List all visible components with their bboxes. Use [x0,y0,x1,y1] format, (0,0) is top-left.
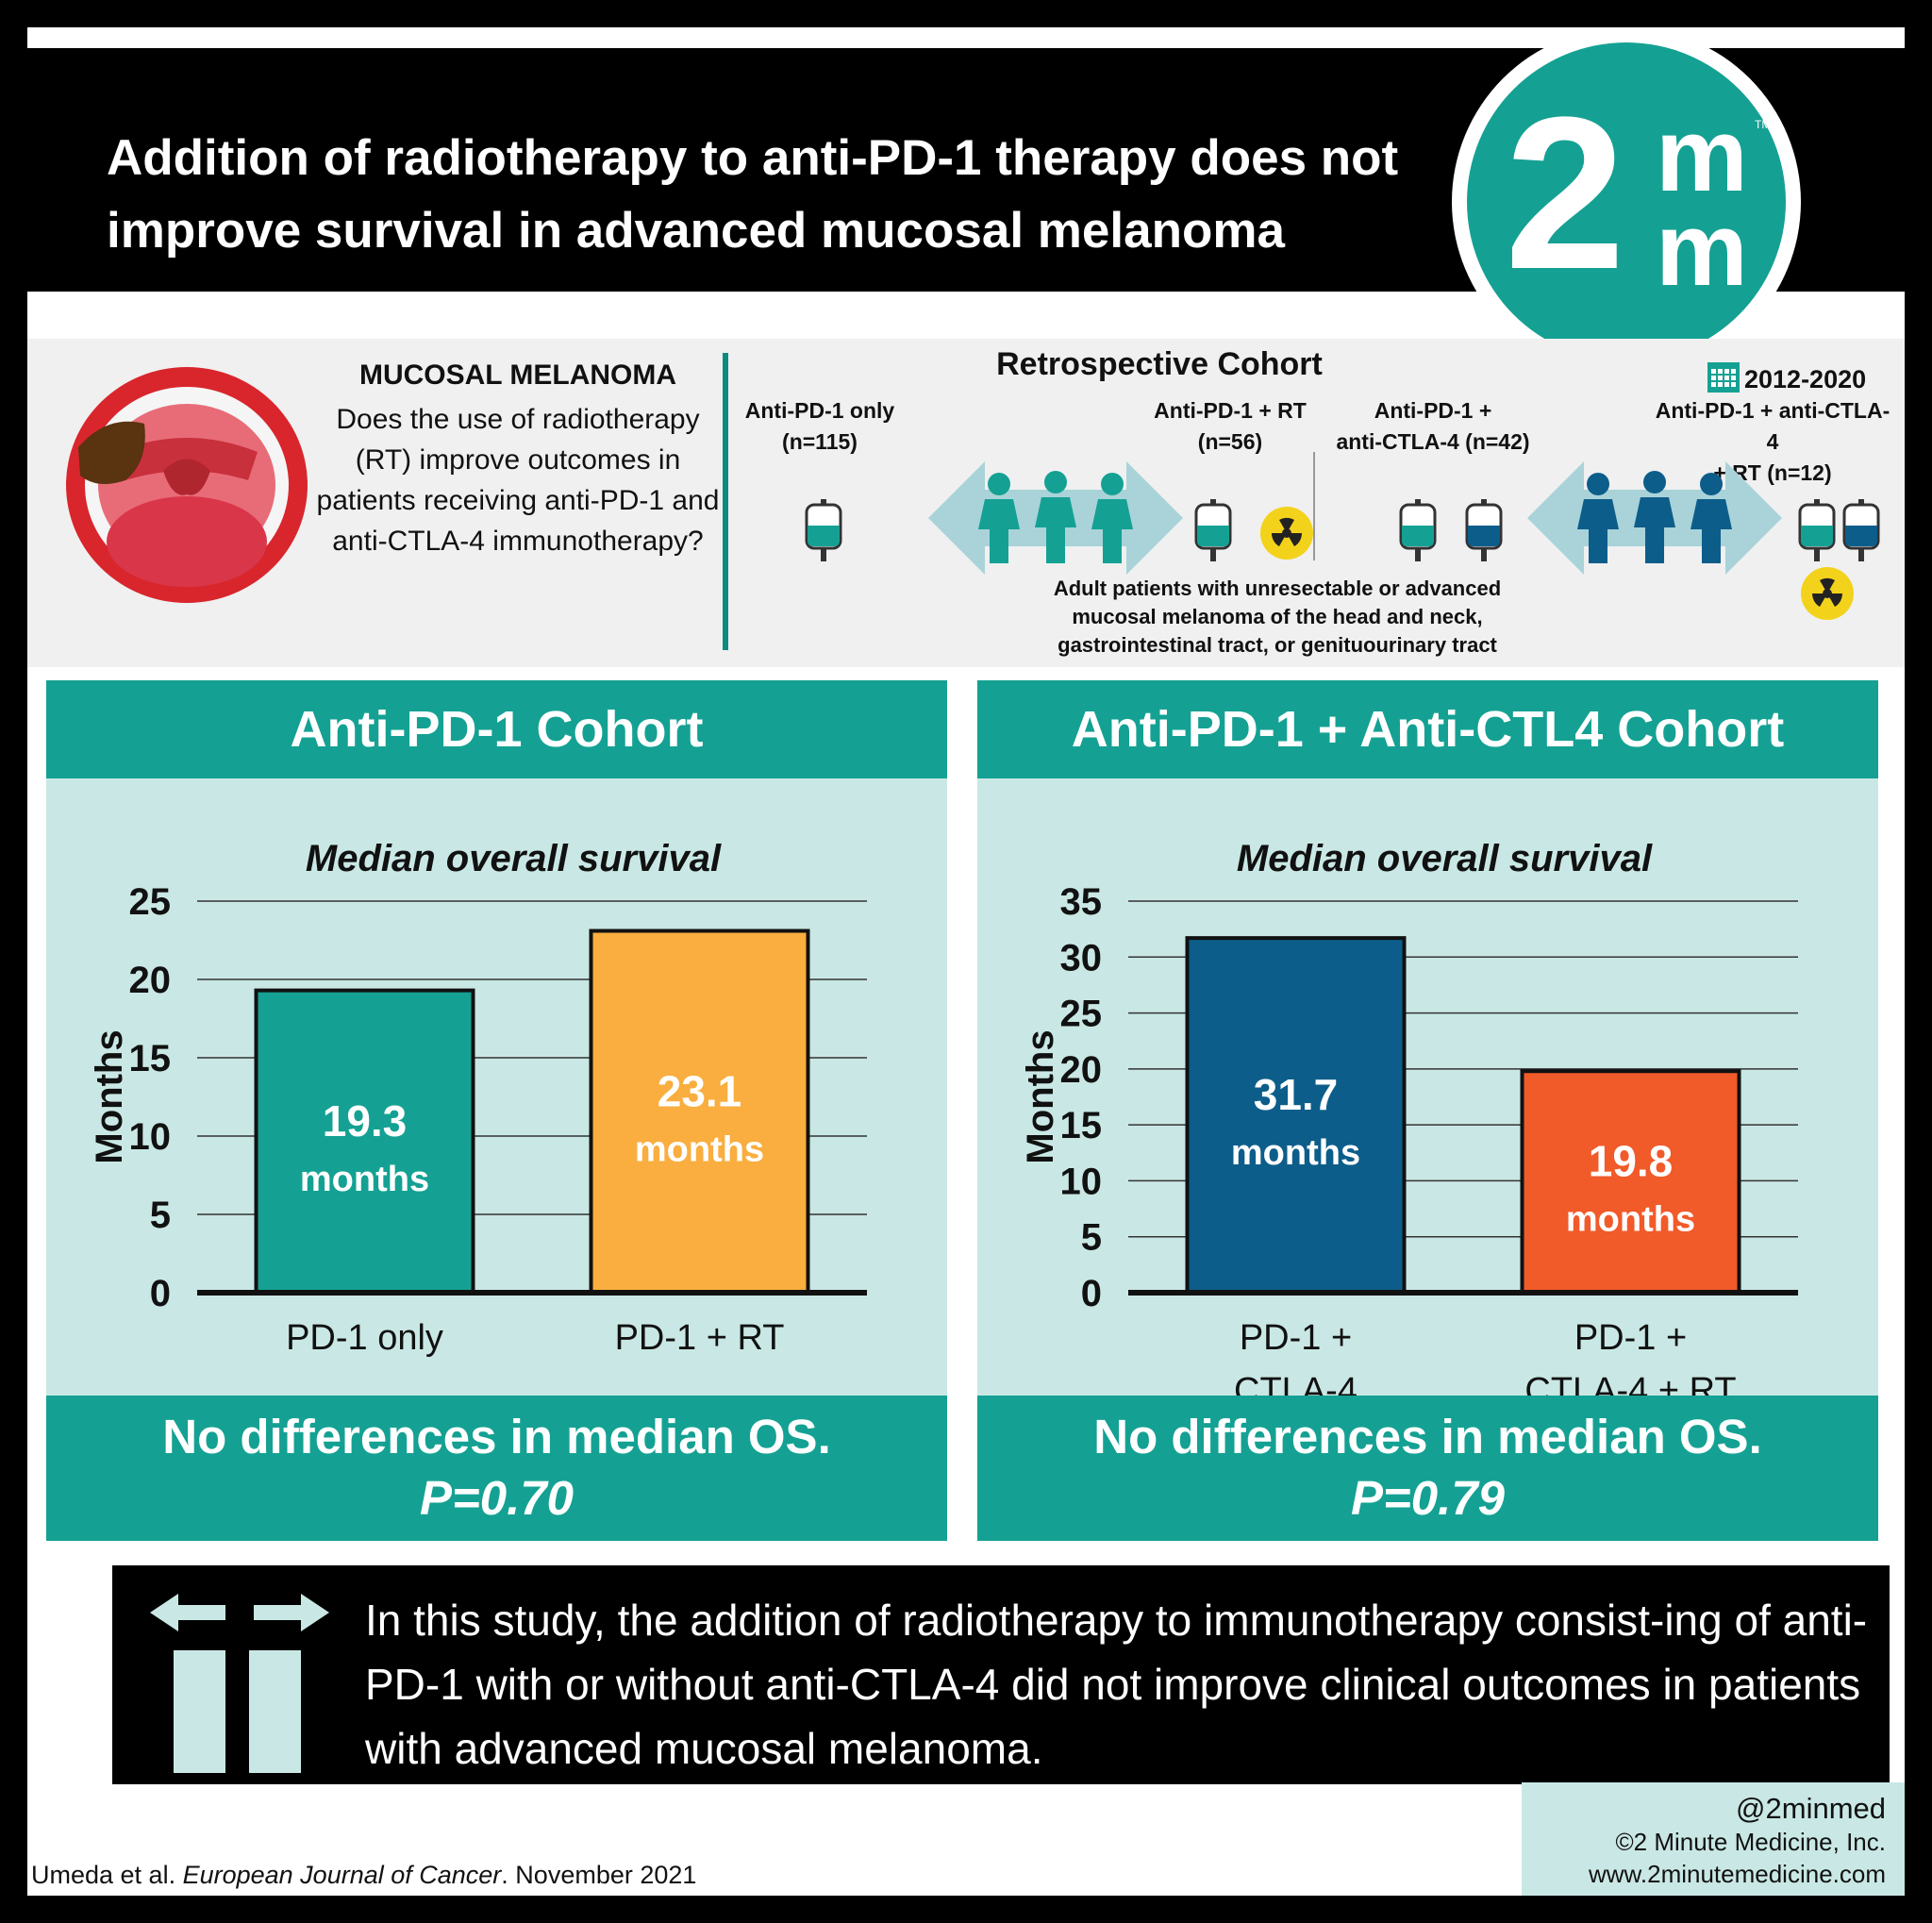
iv-bag-icon [1842,499,1880,561]
vertical-divider [723,353,728,650]
copyright: ©2 Minute Medicine, Inc. [1615,1828,1886,1856]
y-tick-label: 20 [1060,1049,1103,1091]
mouth-icon [66,367,308,603]
x-tick-label: CTLA-4 + RT [1524,1371,1736,1396]
panel-anti-pd1-ctla4: Anti-PD-1 + Anti-CTL4 Cohort Median over… [977,680,1878,1541]
p-value: P=0.79 [1350,1471,1506,1525]
y-tick-label: 20 [129,960,172,1001]
citation-journal: European Journal of Cancer [182,1861,502,1889]
x-tick-label: PD-1 + [1240,1318,1352,1358]
arm-label-line: Anti-PD-1 only [744,398,895,423]
section-title: MUCOSAL MELANOMA [358,360,677,391]
iv-bag-icon [1465,499,1503,561]
social-handle: @2minmed [1736,1792,1886,1825]
study-years: 2012-2020 [1744,365,1867,393]
p-value: P=0.70 [419,1471,575,1525]
page-title: Addition of radiotherapy to anti-PD-1 th… [107,130,1399,259]
data-label-unit: months [635,1129,764,1169]
arm-label-pd1-rt: Anti-PD-1 + RT (n=56) [1122,395,1339,458]
y-axis-label: Months [1020,1029,1061,1163]
research-question: Does the use of radiotherapy (RT) improv… [316,404,720,557]
y-tick-label: 30 [1060,937,1103,978]
chart-title: Median overall survival [306,838,722,879]
result-text: No differences in median OS. [1093,1410,1762,1463]
cohort-divider [1313,452,1315,560]
x-tick-label: CTLA-4 [1234,1371,1357,1396]
bar [1520,1069,1741,1295]
panel-title: Anti-PD-1 + Anti-CTL4 Cohort [977,680,1878,778]
y-tick-label: 25 [129,881,172,923]
y-tick-label: 25 [1060,994,1103,1035]
x-tick-label: PD-1 only [286,1318,443,1358]
patients-group-icon [1577,471,1732,563]
iv-bag-icon [1399,499,1437,561]
arm-label-line: Anti-PD-1 + anti-CTLA-4 [1655,398,1890,454]
data-label-unit: months [1566,1200,1695,1240]
cohort-title: Retrospective Cohort [996,346,1323,382]
y-tick-label: 15 [129,1038,172,1079]
calendar-icon [1707,362,1740,393]
iv-bag-icon [1798,499,1836,561]
chart-title: Median overall survival [1237,838,1653,879]
data-label-unit: months [300,1160,429,1199]
logo-trademark: TM [1755,118,1772,131]
arm-label-line: Anti-PD-1 + RT [1154,398,1307,423]
bar [1185,936,1407,1295]
arm-label-line: (n=115) [782,429,858,454]
y-tick-label: 5 [150,1195,171,1236]
citation: Umeda et al. European Journal of Cancer.… [31,1861,696,1890]
logo-digit: 2 [1505,72,1625,314]
conclusion-bar: In this study, the addition of radiother… [112,1565,1890,1784]
y-axis-label: Months [89,1029,130,1163]
iv-bag-icon [1194,499,1232,561]
y-tick-label: 0 [1081,1273,1102,1314]
infographic: Addition of radiotherapy to anti-PD-1 th… [27,27,1905,1896]
arm-label-line: (n=56) [1197,429,1263,454]
y-tick-label: 15 [1060,1105,1103,1146]
y-tick-label: 10 [129,1116,172,1158]
panel-title: Anti-PD-1 Cohort [46,680,947,778]
panel-footer: No differences in median OS. P=0.70 [46,1396,947,1541]
y-tick-label: 5 [1081,1217,1102,1259]
data-label: 23.1 [658,1066,742,1115]
bar [589,928,810,1295]
radiation-icon [1801,567,1854,620]
data-label: 19.3 [323,1096,408,1145]
logo-circle: 2 m m TM [1467,42,1786,361]
survival-bar-chart: Median overall survival 0 5 10 15 20 25 30 35 Mon… [1020,838,1798,1396]
arm-label-pd1-ctla4: Anti-PD-1 + anti-CTLA-4 (n=42) [1320,395,1546,458]
website-link[interactable]: www.2minutemedicine.com [1588,1860,1886,1888]
radiation-icon [1260,507,1313,560]
logo-letter-bottom: m [1656,192,1748,308]
x-tick-label: PD-1 + RT [615,1318,785,1358]
panel-anti-pd1: Anti-PD-1 Cohort Median overall survival… [46,680,947,1541]
result-text: No differences in median OS. [162,1410,831,1463]
credit-box: @2minmed ©2 Minute Medicine, Inc. www.2m… [1522,1782,1905,1896]
equal-arrows-icon [150,1594,329,1773]
intro-band: MUCOSAL MELANOMA Does the use of radioth… [27,339,1905,667]
x-tick-label: PD-1 + [1574,1318,1687,1358]
y-tick-label: 10 [1060,1161,1103,1202]
citation-authors: Umeda et al. [31,1861,183,1889]
data-label: 31.7 [1254,1070,1339,1119]
iv-bag-icon [805,499,842,561]
population-description: Adult patients with unresectable or adva… [1053,577,1502,657]
y-tick-label: 0 [150,1273,171,1314]
patients-group-icon [978,471,1133,563]
conclusion-text: In this study, the addition of radiother… [365,1596,1868,1773]
arm-label-line: anti-CTLA-4 (n=42) [1336,429,1530,454]
panel-footer: No differences in median OS. P=0.79 [977,1396,1878,1541]
arm-label-pd1: Anti-PD-1 only (n=115) [735,395,905,458]
survival-bar-chart: Median overall survival 0 5 10 15 20 25 Months 1… [89,838,867,1358]
data-label: 19.8 [1589,1137,1674,1186]
arm-label-line: Anti-PD-1 + [1374,398,1492,423]
logo: 2 m m TM [1452,27,1801,376]
bar [254,988,475,1295]
arm-label-pd1-ctla4-rt: Anti-PD-1 + anti-CTLA-4 + RT (n=12) [1650,395,1895,489]
data-label-unit: months [1231,1133,1360,1173]
citation-date: . November 2021 [501,1861,697,1889]
y-tick-label: 35 [1060,881,1103,923]
logo-letter-top: m [1656,97,1748,213]
